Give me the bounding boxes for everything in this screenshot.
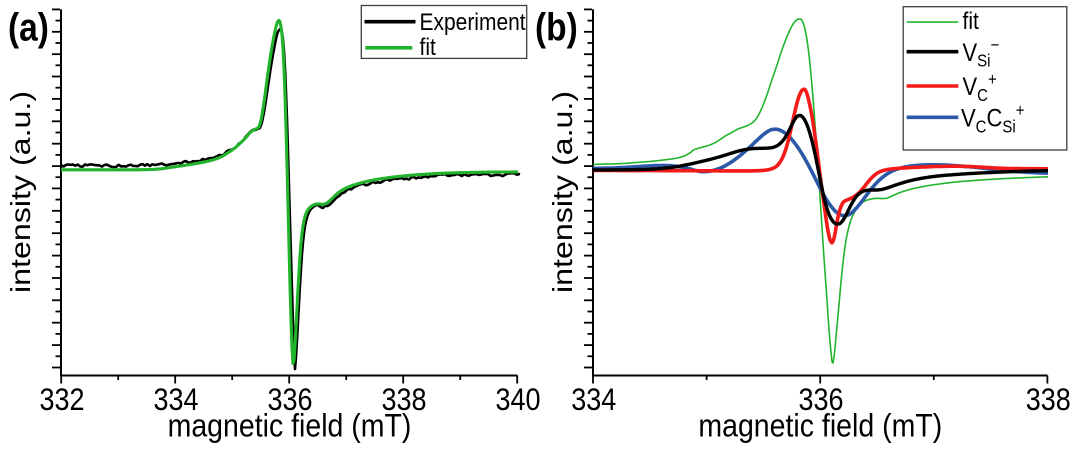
svg-text:magnetic field (mT): magnetic field (mT) (168, 407, 412, 444)
svg-text:332: 332 (39, 383, 84, 417)
svg-text:340: 340 (495, 383, 540, 417)
svg-text:(b): (b) (535, 5, 578, 49)
svg-text:fit: fit (963, 8, 980, 35)
svg-text:338: 338 (1026, 383, 1071, 417)
svg-text:VCCSi+: VCCSi+ (961, 101, 1024, 136)
svg-text:intensity (a.u.): intensity (a.u.) (6, 91, 37, 293)
svg-text:338: 338 (381, 383, 426, 417)
svg-text:intensity (a.u.): intensity (a.u.) (548, 91, 579, 293)
svg-text:334: 334 (571, 383, 616, 417)
svg-text:magnetic field (mT): magnetic field (mT) (698, 407, 942, 444)
svg-text:fit: fit (420, 34, 437, 61)
svg-text:334: 334 (153, 383, 198, 417)
svg-text:336: 336 (798, 383, 843, 417)
svg-text:Experiment: Experiment (420, 8, 527, 35)
svg-text:336: 336 (267, 383, 312, 417)
svg-text:(a): (a) (8, 5, 49, 49)
